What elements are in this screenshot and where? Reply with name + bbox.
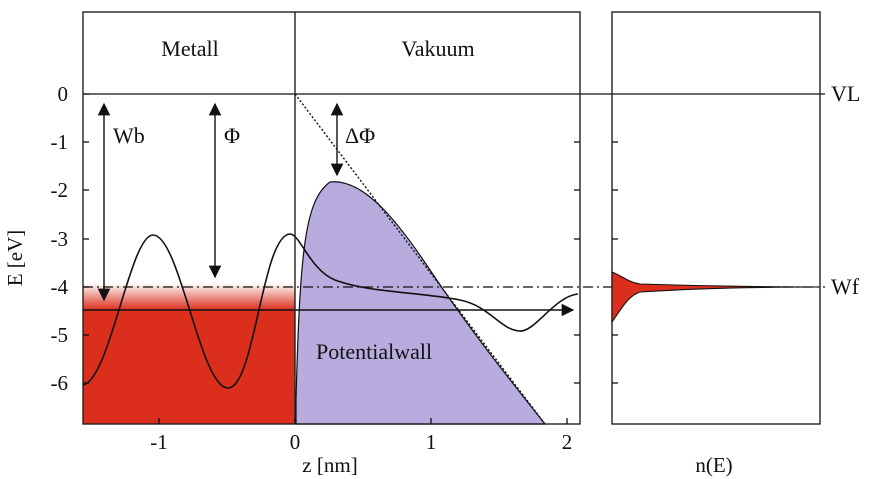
y-tick-label: -3: [51, 227, 69, 251]
right-panel-frame: [611, 11, 821, 425]
y-tick-label: -6: [51, 371, 69, 395]
x-tick-label: -1: [150, 430, 168, 454]
y-axis-title: E [eV]: [3, 230, 27, 287]
delta-phi-label: ΔΦ: [345, 123, 375, 148]
potential-wall-label: Potentialwall: [316, 339, 432, 364]
wb-label: Wb: [113, 123, 145, 148]
x-tick-label: 2: [562, 430, 573, 454]
left-panel-frame: [82, 11, 581, 425]
vacuum-region-label: Vakuum: [401, 36, 474, 61]
y-tick-label: -1: [51, 130, 69, 154]
y-axis-ticks-right: [612, 141, 618, 384]
dos-lobe: [611, 271, 821, 324]
phi-label: Φ: [224, 123, 240, 148]
potential-wall-shape: [295, 181, 547, 425]
x-tick-label: 1: [426, 430, 437, 454]
y-tick-label: 0: [58, 82, 69, 106]
x-tick-label: 0: [290, 430, 301, 454]
dos-axis-title: n(E): [695, 453, 732, 477]
x-axis-ticks: [158, 418, 568, 424]
y-axis-ticks-left: [83, 93, 580, 384]
metal-region-label: Metall: [161, 36, 218, 61]
metal-fermi-sea: [83, 310, 295, 424]
vl-label: VL: [831, 81, 860, 106]
wf-label: Wf: [831, 274, 860, 299]
y-tick-label: -4: [51, 275, 69, 299]
y-tick-label: -2: [51, 178, 69, 202]
y-tick-label: -5: [51, 323, 69, 347]
wavefunction-curve: [82, 233, 579, 389]
x-axis-title: z [nm]: [302, 453, 357, 477]
